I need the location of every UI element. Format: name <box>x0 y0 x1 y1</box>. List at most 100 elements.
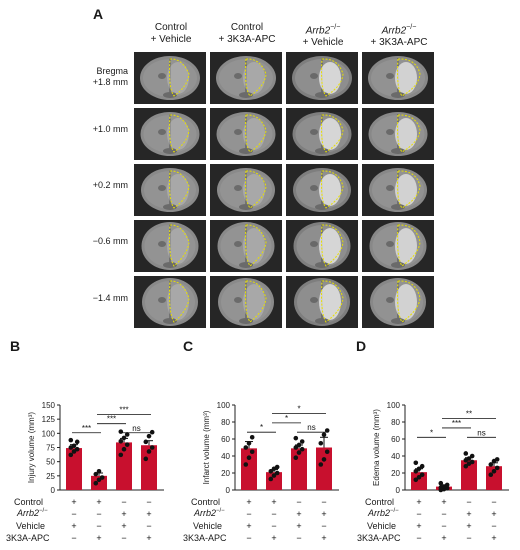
y-tick-label: 50 <box>46 458 55 467</box>
factor-sign: + <box>441 497 446 507</box>
significance-label: *** <box>107 415 116 424</box>
mri-brain-slice <box>210 52 282 104</box>
data-point <box>243 445 249 450</box>
significance-label: ns <box>307 423 315 432</box>
data-point <box>296 450 302 455</box>
col-header-control-3k3a: Control + 3K3A-APC <box>210 22 284 46</box>
factor-label-vehicle: Vehicle <box>367 521 397 531</box>
bar <box>486 466 502 490</box>
data-point <box>143 439 149 445</box>
factor-label-arrb2: Arrb2−/− <box>368 508 399 518</box>
factor-sign: + <box>491 509 496 519</box>
y-axis-label: Infarct volume (mm³) <box>202 410 211 484</box>
mri-brain-slice <box>286 108 358 160</box>
mri-brain-slice <box>134 220 206 272</box>
y-tick-label: 0 <box>396 486 401 495</box>
bar <box>66 448 82 490</box>
data-point <box>419 463 425 469</box>
data-point <box>293 455 299 460</box>
factor-sign: − <box>296 497 301 507</box>
factor-label-control: Control <box>191 497 221 507</box>
significance-label: ns <box>477 428 485 437</box>
panel-c-letter: C <box>183 338 194 354</box>
data-point <box>419 472 425 477</box>
factor-sign: − <box>271 509 276 519</box>
factor-sign: + <box>71 497 76 507</box>
data-point <box>299 439 305 444</box>
y-axis-label: Injury volume (mm³) <box>27 412 36 483</box>
y-tick-label: 0 <box>51 486 56 495</box>
mri-brain-slice <box>134 108 206 160</box>
mri-brain-slice <box>134 164 206 216</box>
y-tick-label: 20 <box>391 469 400 478</box>
col-header-line1: Control <box>154 22 188 33</box>
panel-a-letter: A <box>93 6 104 22</box>
factor-sign: + <box>416 521 421 531</box>
data-point <box>118 438 124 444</box>
data-point <box>416 466 422 472</box>
data-point <box>463 463 469 469</box>
data-point <box>444 482 450 488</box>
factor-sign: + <box>441 533 446 543</box>
factor-sign: − <box>146 521 151 531</box>
data-point <box>321 457 327 462</box>
col-header-line2: + Vehicle <box>150 34 192 45</box>
factor-label-3k3a-apc: 3K3A-APC <box>6 533 50 543</box>
factor-sign: − <box>491 497 496 507</box>
factor-sign: + <box>121 509 126 519</box>
factor-label-3k3a-apc: 3K3A-APC <box>183 533 227 543</box>
y-tick-label: 80 <box>221 418 230 427</box>
col-header-arrb2-vehicle: Arrb2−/− + Vehicle <box>286 22 360 49</box>
factor-sign: + <box>246 497 251 507</box>
row-label-1: +1.0 mm <box>68 124 128 135</box>
data-point <box>243 462 249 467</box>
data-point <box>318 462 324 467</box>
bar <box>141 445 157 490</box>
data-point <box>469 459 475 465</box>
factor-label-arrb2-sup: −/− <box>390 508 399 514</box>
mri-brain-slice <box>210 164 282 216</box>
significance-label: ns <box>132 424 140 433</box>
data-point <box>271 473 277 478</box>
data-point <box>268 476 274 482</box>
factor-sign: − <box>71 509 76 519</box>
significance-label: *** <box>119 406 128 415</box>
mri-brain-slice <box>362 108 434 160</box>
bar <box>266 472 282 490</box>
y-tick-label: 80 <box>391 418 400 427</box>
row-label-line2: +1.0 mm <box>92 124 128 134</box>
factor-sign: − <box>71 533 76 543</box>
factor-sign: + <box>71 521 76 531</box>
data-point <box>71 443 77 449</box>
factor-sign: + <box>321 533 326 543</box>
data-point <box>494 465 500 471</box>
row-label-line2: −0.6 mm <box>92 236 128 246</box>
data-point <box>463 451 469 456</box>
col-header-arrb2-3k3a: Arrb2−/− + 3K3A-APC <box>362 22 436 49</box>
factor-sign: − <box>466 533 471 543</box>
col-header-line1: Arrb2 <box>381 25 407 37</box>
mri-brain-slice <box>362 52 434 104</box>
data-point <box>296 442 302 448</box>
mri-brain-slice <box>210 220 282 272</box>
data-point <box>246 440 252 446</box>
col-header-sup: −/− <box>330 24 341 31</box>
data-point <box>246 455 252 460</box>
y-tick-label: 40 <box>391 452 400 461</box>
col-header-line2: + 3K3A-APC <box>370 37 428 49</box>
panel-b-letter: B <box>10 338 21 354</box>
factor-sign: + <box>491 533 496 543</box>
factor-sign: + <box>466 509 471 519</box>
data-point <box>93 471 99 477</box>
significance-label: * <box>285 414 288 423</box>
factor-sign: + <box>121 521 126 531</box>
factor-sign: − <box>296 533 301 543</box>
factor-sign: + <box>416 497 421 507</box>
factor-label-arrb2: Arrb2−/− <box>194 508 225 518</box>
data-point <box>99 475 105 480</box>
data-point <box>149 445 155 450</box>
row-label-3: −0.6 mm <box>68 236 128 247</box>
factor-sign: − <box>96 509 101 519</box>
row-label-4: −1.4 mm <box>68 293 128 304</box>
